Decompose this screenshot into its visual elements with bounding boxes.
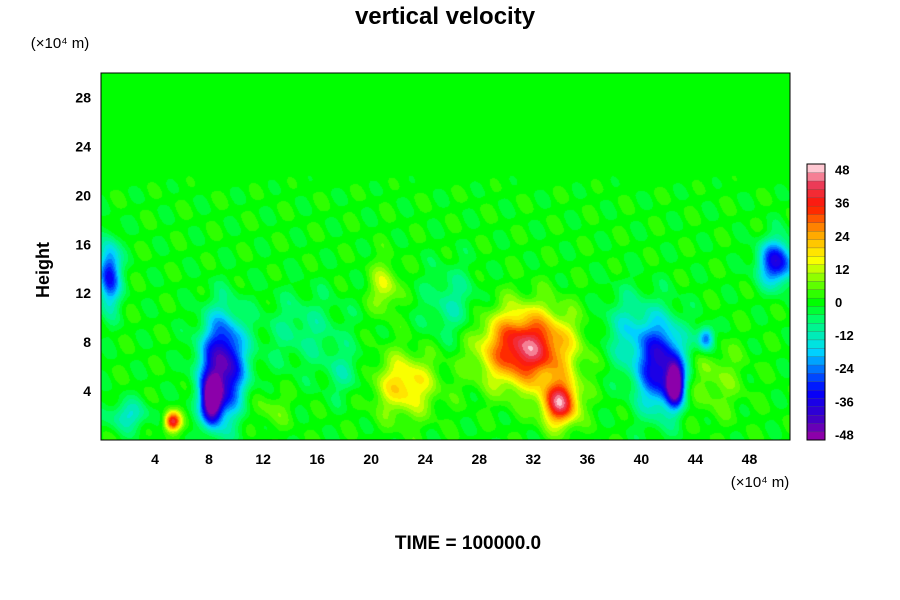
colorbar-tick-label: 48 xyxy=(835,163,849,178)
x-axis-ticks: 4 8 12 16 20 24 28 32 36 40 44 48 xyxy=(151,451,757,467)
colorbar-level xyxy=(806,398,826,407)
colorbar-level xyxy=(806,230,826,240)
colorbar-level xyxy=(806,239,826,249)
colorbar-level xyxy=(806,356,826,366)
y-tick-label: 4 xyxy=(83,383,91,399)
y-axis-unit-label: (×10⁴ m) xyxy=(31,35,90,52)
colorbar-tick-label: -12 xyxy=(835,328,854,343)
colorbar-level xyxy=(806,389,826,399)
colorbar-level xyxy=(806,339,826,349)
colorbar-frame xyxy=(806,163,826,441)
colorbar-level xyxy=(806,188,826,198)
y-tick-label: 12 xyxy=(75,285,91,301)
chart-title: vertical velocity xyxy=(355,3,536,30)
colorbar-level xyxy=(806,372,826,382)
x-tick-label: 32 xyxy=(526,451,542,467)
x-tick-label: 40 xyxy=(634,451,650,467)
colorbar-level xyxy=(806,314,826,324)
colorbar-level xyxy=(806,214,826,223)
colorbar-tick-label: -36 xyxy=(835,394,854,409)
colorbar-tick-label: -24 xyxy=(835,361,855,376)
colorbar: 48 36 24 12 0 -12 -24 -36 -48 xyxy=(806,163,855,442)
colorbar-level xyxy=(806,414,826,424)
y-tick-label: 24 xyxy=(75,138,91,154)
colorbar-level xyxy=(806,280,826,290)
x-axis-unit-label: (×10⁴ m) xyxy=(731,474,790,491)
colorbar-level xyxy=(806,431,826,441)
x-tick-label: 24 xyxy=(417,451,433,467)
plot-area xyxy=(100,72,791,441)
x-tick-label: 8 xyxy=(205,451,213,467)
y-tick-label: 16 xyxy=(75,236,91,252)
colorbar-level xyxy=(806,289,826,299)
x-tick-label: 12 xyxy=(255,451,271,467)
x-tick-label: 44 xyxy=(688,451,704,467)
y-axis-ticks: 4 8 12 16 20 24 28 xyxy=(75,89,91,399)
x-tick-label: 28 xyxy=(471,451,487,467)
plot-frame xyxy=(100,72,791,441)
colorbar-level xyxy=(806,222,826,232)
time-label: TIME = 100000.0 xyxy=(395,533,541,554)
y-tick-label: 20 xyxy=(75,187,91,203)
colorbar-tick-label: 36 xyxy=(835,196,849,211)
x-tick-label: 20 xyxy=(363,451,379,467)
colorbar-level xyxy=(806,322,826,332)
x-tick-label: 4 xyxy=(151,451,159,467)
colorbar-tick-label: -48 xyxy=(835,427,854,442)
colorbar-level xyxy=(806,205,826,215)
colorbar-level xyxy=(806,172,826,182)
colorbar-level xyxy=(806,364,826,374)
colorbar-level xyxy=(806,331,826,341)
x-tick-label: 16 xyxy=(309,451,325,467)
colorbar-level xyxy=(806,247,826,257)
colorbar-level xyxy=(806,423,826,433)
colorbar-level xyxy=(806,297,826,307)
y-tick-label: 8 xyxy=(83,334,91,350)
colorbar-level xyxy=(806,264,826,274)
colorbar-level xyxy=(806,306,826,315)
colorbar-level xyxy=(806,163,826,173)
x-tick-label: 36 xyxy=(580,451,596,467)
colorbar-level xyxy=(806,255,826,265)
y-tick-label: 28 xyxy=(75,89,91,105)
colorbar-tick-label: 24 xyxy=(835,229,850,244)
colorbar-tick-label: 0 xyxy=(835,295,842,310)
colorbar-level xyxy=(806,180,826,190)
colorbar-level xyxy=(806,406,826,416)
colorbar-level xyxy=(806,381,826,391)
y-axis-label: Height xyxy=(33,242,53,298)
colorbar-level xyxy=(806,272,826,282)
x-tick-label: 48 xyxy=(742,451,758,467)
colorbar-level xyxy=(806,347,826,357)
colorbar-level xyxy=(806,197,826,207)
colorbar-tick-label: 12 xyxy=(835,262,849,277)
